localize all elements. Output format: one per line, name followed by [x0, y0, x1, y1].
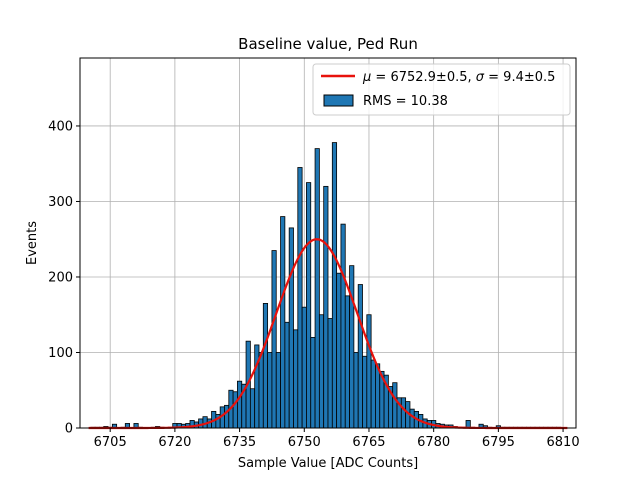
x-tick-label: 6765 — [352, 435, 385, 450]
x-axis-label: Sample Value [ADC Counts] — [238, 456, 418, 471]
histogram-bar — [237, 380, 243, 429]
histogram-bar — [323, 185, 329, 429]
legend-mu-symbol: μ — [362, 70, 371, 85]
y-tick-label: 0 — [65, 422, 73, 437]
chart-title: Baseline value, Ped Run — [238, 35, 418, 53]
histogram-bar — [362, 355, 368, 429]
y-tick-label: 200 — [48, 270, 73, 285]
x-tick-label: 6750 — [288, 435, 321, 450]
histogram-bar — [331, 142, 338, 429]
histogram-bar — [318, 314, 325, 429]
histogram-bar — [275, 352, 281, 429]
histogram-bar — [344, 295, 350, 429]
histogram-bar — [375, 363, 381, 429]
histogram-bar — [258, 352, 264, 429]
histogram-bar — [288, 227, 294, 429]
histogram-bar — [370, 359, 376, 429]
histogram-bar — [254, 344, 260, 429]
plot-frame — [79, 57, 577, 429]
histogram-bar — [340, 223, 346, 429]
histogram-bar — [224, 404, 230, 429]
histogram-bar — [280, 216, 286, 429]
legend-sigma-symbol: σ — [476, 70, 485, 85]
histogram-bar — [353, 352, 359, 429]
histogram-bar — [262, 303, 269, 429]
histogram-bar — [293, 329, 299, 429]
x-tick-label: 6705 — [94, 435, 127, 450]
x-tick-label: 6810 — [547, 435, 580, 450]
y-tick-label: 100 — [48, 346, 73, 361]
y-axis-ticks: 0 100 200 300 400 — [48, 119, 80, 437]
x-axis-ticks: 6705 6720 6735 6750 6765 6780 6795 6810 — [94, 428, 580, 450]
histogram-bar — [297, 167, 303, 429]
legend-mu-value: = 6752.9±0.5, — [371, 70, 475, 85]
legend: μ = 6752.9±0.5, σ = 9.4±0.5 RMS = 10.38 — [312, 63, 571, 116]
legend-hist-swatch — [323, 94, 354, 107]
x-tick-label: 6735 — [223, 435, 256, 450]
histogram-bar — [327, 318, 333, 429]
y-tick-label: 300 — [48, 195, 73, 210]
histogram-bar — [249, 388, 256, 429]
histogram-bar — [284, 321, 290, 429]
x-tick-label: 6780 — [417, 435, 450, 450]
histogram-bar — [349, 265, 355, 429]
histogram-bar — [336, 272, 342, 429]
histogram-bar — [306, 182, 312, 429]
y-tick-label: 400 — [48, 119, 73, 134]
x-tick-label: 6795 — [482, 435, 515, 450]
histogram-bar — [314, 148, 320, 429]
histogram-bar — [366, 314, 372, 429]
legend-hist-label: RMS = 10.38 — [363, 94, 448, 109]
x-tick-label: 6720 — [158, 435, 191, 450]
histogram-bar — [271, 250, 277, 429]
histogram-bar — [357, 284, 363, 429]
legend-fit-label: μ = 6752.9±0.5, σ = 9.4±0.5 — [362, 70, 555, 85]
histogram-bar — [400, 397, 407, 429]
histogram-bar — [409, 408, 415, 429]
histogram-bar — [232, 391, 238, 429]
histogram-bar — [310, 336, 316, 429]
legend-sigma-value: = 9.4±0.5 — [484, 70, 555, 85]
y-axis-label: Events — [25, 221, 40, 265]
histogram-bar — [267, 352, 273, 429]
histogram-bar — [392, 382, 398, 429]
histogram-bar — [301, 306, 307, 429]
legend-box — [312, 63, 571, 116]
